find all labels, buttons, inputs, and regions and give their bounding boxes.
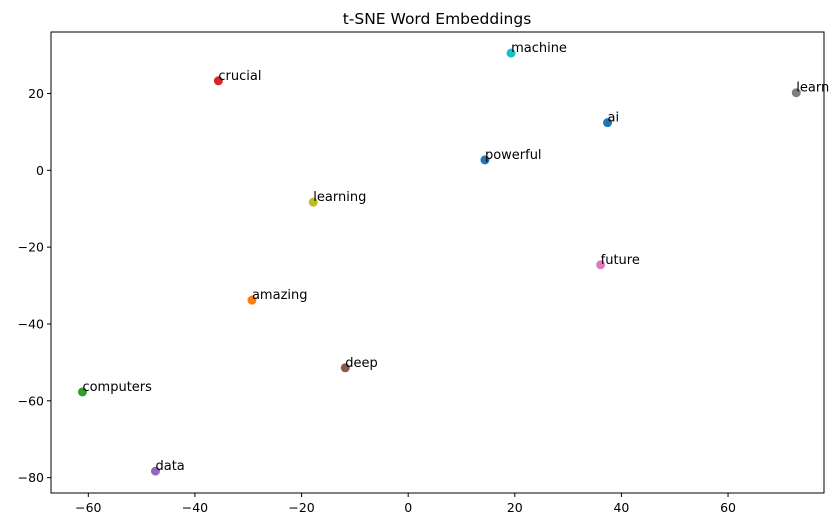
scatter-point bbox=[596, 260, 606, 270]
point-label: deep bbox=[345, 356, 378, 371]
y-axis: 20 0 −20 −40 −60 −80 bbox=[18, 86, 51, 485]
y-tick-label: −60 bbox=[18, 393, 44, 408]
x-tick-label: 60 bbox=[720, 500, 736, 515]
scatter-points bbox=[77, 48, 801, 476]
scatter-point bbox=[247, 295, 257, 305]
x-tick-label: 0 bbox=[404, 500, 412, 515]
chart-title: t-SNE Word Embeddings bbox=[343, 10, 532, 28]
point-label: data bbox=[155, 459, 184, 474]
point-label: crucial bbox=[218, 69, 261, 84]
scatter-point bbox=[308, 197, 318, 207]
scatter-point bbox=[480, 155, 490, 165]
x-axis: −60 −40 −20 0 20 40 60 bbox=[75, 493, 736, 515]
x-tick-label: −60 bbox=[75, 500, 101, 515]
y-tick-label: 20 bbox=[28, 86, 44, 101]
scatter-point bbox=[506, 48, 516, 58]
y-tick-label: 0 bbox=[36, 163, 44, 178]
x-tick-label: 20 bbox=[507, 500, 523, 515]
x-tick-label: 40 bbox=[613, 500, 629, 515]
scatter-point bbox=[603, 118, 613, 128]
scatter-point bbox=[791, 88, 801, 98]
y-tick-label: −40 bbox=[18, 316, 44, 331]
point-label: ai bbox=[608, 111, 620, 126]
plot-area bbox=[50, 31, 825, 494]
point-labels: machine crucial learn ai powerful learning fut… bbox=[82, 41, 829, 474]
x-tick-label: −20 bbox=[288, 500, 314, 515]
point-label: amazing bbox=[252, 288, 308, 303]
y-tick-label: −80 bbox=[18, 470, 44, 485]
point-label: future bbox=[601, 253, 640, 268]
point-label: learning bbox=[313, 190, 366, 205]
x-tick-label: −40 bbox=[182, 500, 208, 515]
y-tick-label: −20 bbox=[18, 240, 44, 255]
point-label: computers bbox=[82, 380, 152, 395]
scatter-point bbox=[150, 466, 160, 476]
point-label: learn bbox=[796, 81, 829, 96]
scatter-point bbox=[77, 387, 87, 397]
scatter-point bbox=[340, 363, 350, 373]
point-label: machine bbox=[511, 41, 567, 56]
scatter-point bbox=[213, 76, 223, 86]
point-label: powerful bbox=[485, 148, 542, 163]
